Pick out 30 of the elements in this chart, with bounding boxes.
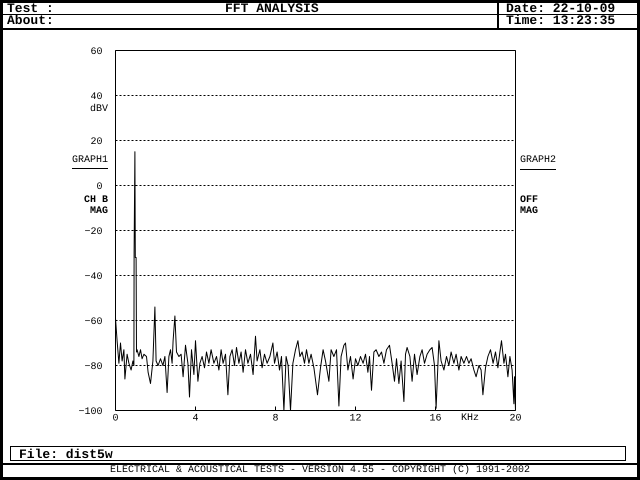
x-tick-label: 16 (430, 414, 442, 424)
y-tick-label: 0 (96, 182, 103, 193)
x-axis-title: KHz (461, 413, 480, 425)
text: MAG (520, 206, 538, 217)
text: Date: 22-10-09 (506, 1, 616, 16)
chart-title: FFT ANALYSIS (225, 1, 319, 16)
x-tick-label: 20 (510, 414, 522, 424)
text: Test : (7, 1, 54, 16)
text: Time: 13:23:35 (506, 13, 616, 28)
text: About: (7, 13, 54, 28)
y-tick-label: −100 (78, 407, 103, 418)
text: ELECTRICAL & ACOUSTICAL TESTS - VERSION 4.55 - COPYRIGHT (C) 1991-2002 (108, 465, 532, 477)
y-tick-label: −80 (84, 362, 103, 373)
y-tick-label: −60 (84, 317, 103, 328)
caption: GRAPH1 (72, 155, 108, 169)
text: OFF (520, 195, 538, 206)
x-tick-label: 4 (192, 414, 199, 424)
y-tick-label: −40 (84, 272, 103, 283)
y-tick-label: 20 (90, 137, 103, 148)
x-tick-label: 12 (350, 414, 362, 424)
text: MAG (90, 206, 108, 217)
caption: GRAPH2 (520, 155, 556, 170)
x-tick-label: 0 (112, 414, 119, 424)
text: File: dist5w (10, 446, 626, 462)
x-tick-label: 8 (272, 414, 279, 424)
y-tick-label: 60 (90, 47, 103, 58)
text: CH B (84, 195, 108, 206)
y-tick-label: 40 (90, 92, 103, 103)
y-axis-title: dBV (90, 104, 108, 115)
y-tick-label: −20 (84, 227, 103, 238)
